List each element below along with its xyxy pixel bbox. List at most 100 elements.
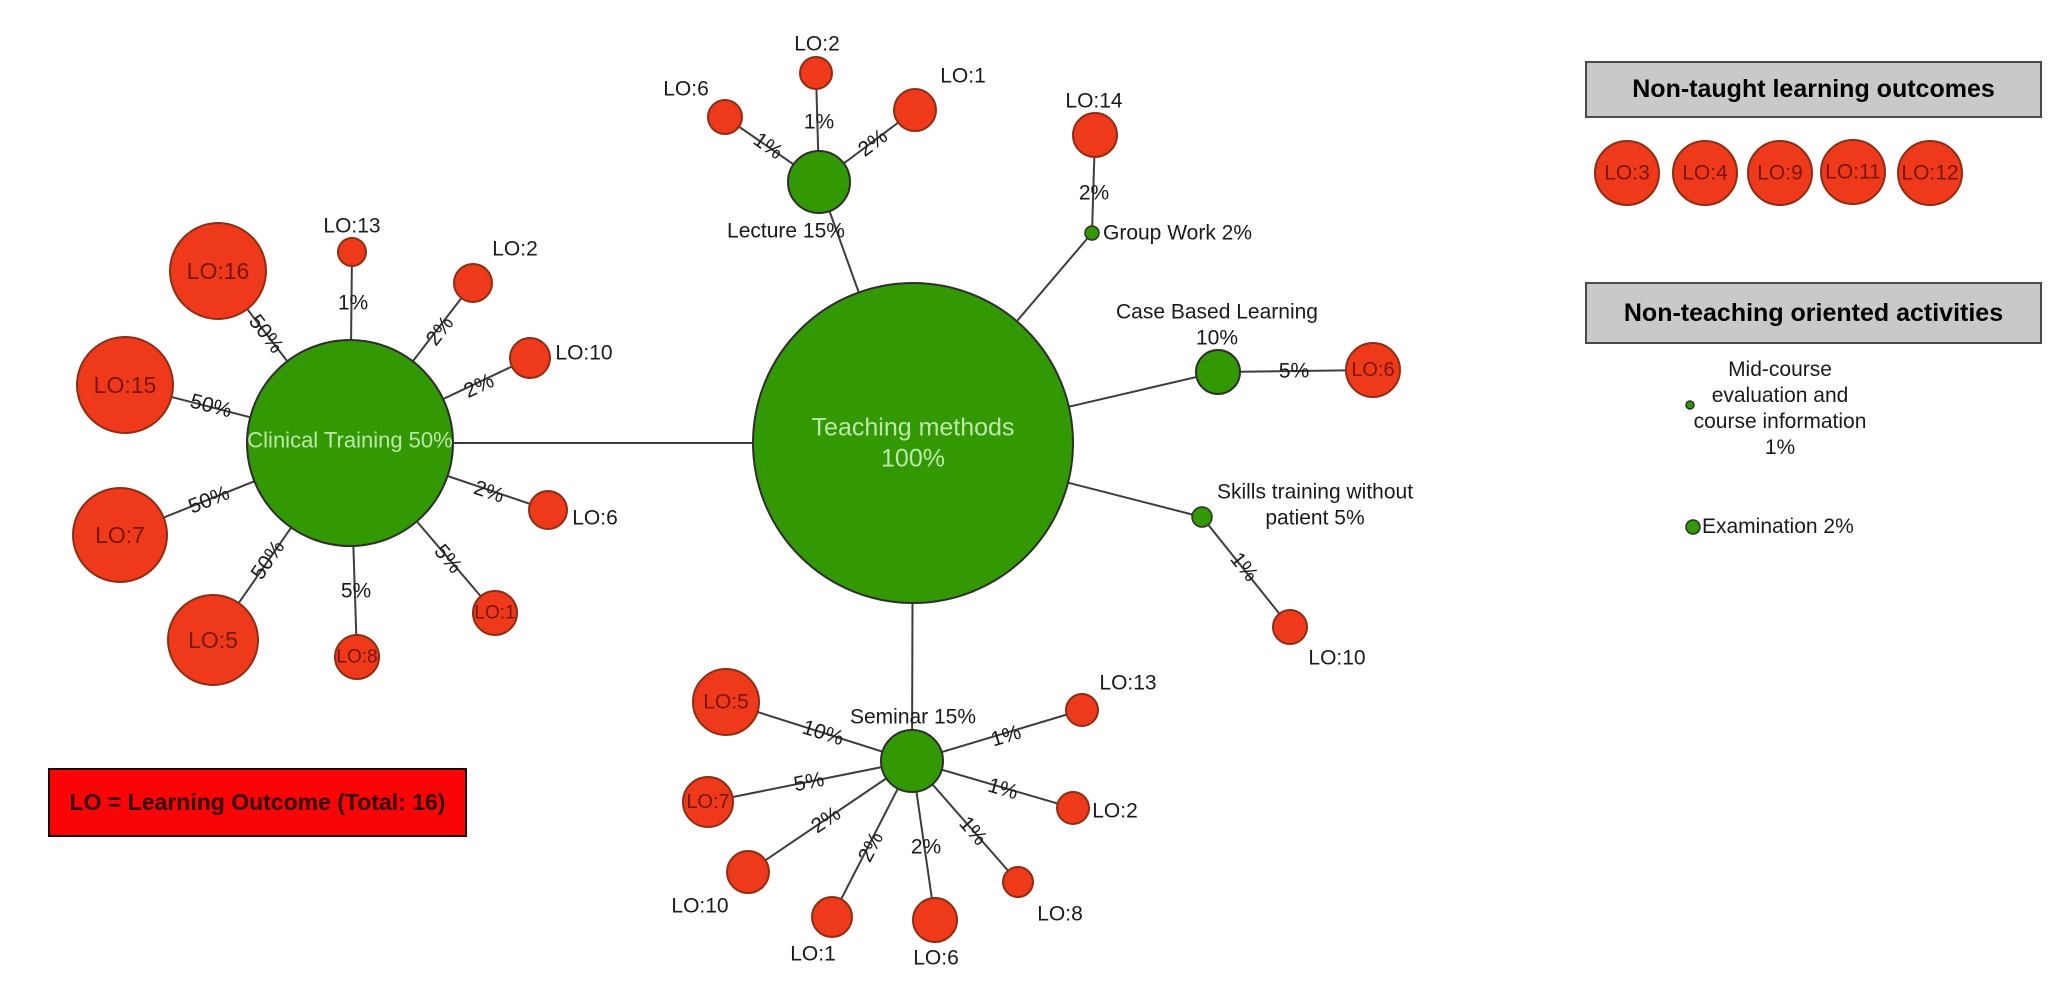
node-c6 bbox=[528, 490, 568, 530]
node-c15-label: LO:15 bbox=[94, 372, 157, 398]
node-c15 bbox=[76, 336, 174, 434]
non-taught-lo-3 bbox=[1820, 139, 1886, 205]
node-cbl-label: 10% bbox=[1196, 327, 1238, 350]
node-le2-label: LO:2 bbox=[794, 33, 840, 56]
node-le6 bbox=[707, 99, 743, 135]
edge-label-lecture-le2: 1% bbox=[804, 111, 834, 134]
node-se13 bbox=[1065, 693, 1099, 727]
node-sk10-label: LO:10 bbox=[1308, 647, 1365, 670]
node-se8-label: LO:8 bbox=[1037, 903, 1083, 926]
edge-label-clinical-c5: 50% bbox=[247, 536, 290, 584]
node-sk10 bbox=[1272, 609, 1308, 645]
node-g14-label: LO:14 bbox=[1065, 90, 1123, 113]
node-c8-label: LO:8 bbox=[336, 647, 377, 668]
node-clinical-label: Clinical Training 50% bbox=[247, 428, 452, 453]
node-se5 bbox=[692, 668, 760, 736]
node-groupwork-label: Group Work 2% bbox=[1103, 222, 1252, 245]
edge-label-groupwork-g14: 2% bbox=[1079, 182, 1109, 205]
node-se10 bbox=[726, 850, 770, 894]
edge-label-seminar-se13: 1% bbox=[988, 721, 1024, 752]
node-se5-label: LO:5 bbox=[703, 691, 749, 714]
node-se6-label: LO:6 bbox=[913, 947, 959, 970]
node-se8 bbox=[1002, 866, 1034, 898]
node-c2-label: LO:2 bbox=[492, 238, 538, 261]
edge-label-seminar-se6: 2% bbox=[911, 836, 941, 859]
non-teaching-activities-title: Non-teaching oriented activities bbox=[1623, 298, 2004, 327]
edge-label-clinical-c10: 2% bbox=[460, 369, 497, 403]
non-taught-lo-1-label: LO:4 bbox=[1682, 162, 1728, 185]
non-taught-lo-4 bbox=[1897, 140, 1963, 206]
node-se1 bbox=[811, 896, 853, 938]
examination-label: Examination 2% bbox=[1702, 515, 1854, 538]
midcourse-evaluation-note: Mid-course evaluation and course informa… bbox=[1630, 357, 1930, 461]
midcourse-line-3: course information bbox=[1693, 410, 1867, 433]
edge-label-clinical-c6: 2% bbox=[471, 476, 507, 508]
node-c13-label: LO:13 bbox=[323, 215, 380, 238]
node-le2 bbox=[799, 56, 833, 90]
node-le1 bbox=[893, 88, 937, 132]
edge-label-cbl-cb6: 5% bbox=[1279, 359, 1310, 382]
node-c10-label: LO:10 bbox=[555, 342, 612, 365]
lo-legend-text: LO = Learning Outcome (Total: 16) bbox=[69, 789, 446, 815]
edge-skills-sk10 bbox=[1201, 516, 1291, 628]
non-taught-lo-2 bbox=[1747, 140, 1813, 206]
node-teaching-label: Teaching methods bbox=[812, 414, 1015, 442]
node-seminar-label: Seminar 15% bbox=[850, 706, 976, 729]
node-c6-label: LO:6 bbox=[572, 507, 618, 530]
edge-label-clinical-c7: 50% bbox=[185, 482, 233, 519]
node-se2-label: LO:2 bbox=[1092, 800, 1138, 823]
node-c1 bbox=[472, 590, 518, 636]
edge-label-clinical-c2: 2% bbox=[422, 312, 459, 350]
edge-label-seminar-se10: 2% bbox=[807, 802, 845, 838]
node-c7-label: LO:7 bbox=[95, 522, 145, 548]
node-skills-label: patient 5% bbox=[1265, 507, 1364, 530]
node-c16 bbox=[169, 222, 267, 320]
node-se1-label: LO:1 bbox=[790, 943, 836, 966]
node-g14 bbox=[1072, 112, 1118, 158]
node-c13 bbox=[337, 237, 367, 267]
edge-label-lecture-le6: 1% bbox=[749, 128, 787, 164]
node-c1-label: LO:1 bbox=[474, 603, 515, 624]
non-taught-lo-4-label: LO:12 bbox=[1901, 162, 1958, 185]
edge-label-seminar-se5: 10% bbox=[799, 716, 846, 751]
node-se7 bbox=[682, 776, 734, 828]
non-taught-lo-1 bbox=[1672, 140, 1738, 206]
node-c5-label: LO:5 bbox=[188, 627, 238, 653]
node-lecture-label: Lecture 15% bbox=[727, 220, 845, 243]
node-clinical bbox=[246, 339, 454, 547]
node-skills-label: Skills training without bbox=[1217, 481, 1413, 504]
node-cb6 bbox=[1345, 342, 1401, 398]
lo-legend-box: LO = Learning Outcome (Total: 16) bbox=[48, 768, 467, 837]
node-le1-label: LO:1 bbox=[940, 65, 986, 88]
node-c2 bbox=[453, 263, 493, 303]
node-se13-label: LO:13 bbox=[1099, 672, 1156, 695]
node-cbl bbox=[1195, 349, 1241, 395]
node-lecture bbox=[787, 150, 851, 214]
edge-label-clinical-c8: 5% bbox=[341, 580, 371, 603]
non-taught-outcomes-title: Non-taught learning outcomes bbox=[1632, 75, 1995, 103]
edge-label-clinical-c15: 50% bbox=[188, 390, 234, 423]
non-taught-outcomes-header: Non-taught learning outcomes bbox=[1585, 61, 2042, 118]
node-se6 bbox=[912, 897, 958, 943]
node-le6-label: LO:6 bbox=[663, 78, 709, 101]
edge-label-seminar-se1: 2% bbox=[854, 828, 888, 866]
edge-label-clinical-c13: 1% bbox=[338, 292, 368, 315]
non-taught-lo-2-label: LO:9 bbox=[1757, 162, 1803, 185]
node-skills bbox=[1191, 506, 1213, 528]
non-taught-lo-0 bbox=[1594, 140, 1660, 206]
node-c7 bbox=[72, 487, 168, 583]
edge-label-seminar-se2: 1% bbox=[985, 774, 1021, 805]
examination-note: Examination 2% bbox=[1702, 514, 1854, 540]
midcourse-line-1: Mid-course bbox=[1728, 358, 1832, 381]
midcourse-line-4: 1% bbox=[1764, 436, 1796, 459]
non-teaching-dot-0 bbox=[1685, 400, 1695, 410]
node-se7-label: LO:7 bbox=[686, 791, 729, 813]
node-teaching-label: 100% bbox=[881, 445, 945, 473]
node-seminar bbox=[880, 729, 944, 793]
non-taught-lo-3-label: LO:11 bbox=[1825, 161, 1881, 184]
edge-label-clinical-c16: 50% bbox=[244, 310, 288, 357]
node-c16-label: LO:16 bbox=[187, 258, 250, 284]
midcourse-line-2: evaluation and bbox=[1711, 384, 1849, 407]
